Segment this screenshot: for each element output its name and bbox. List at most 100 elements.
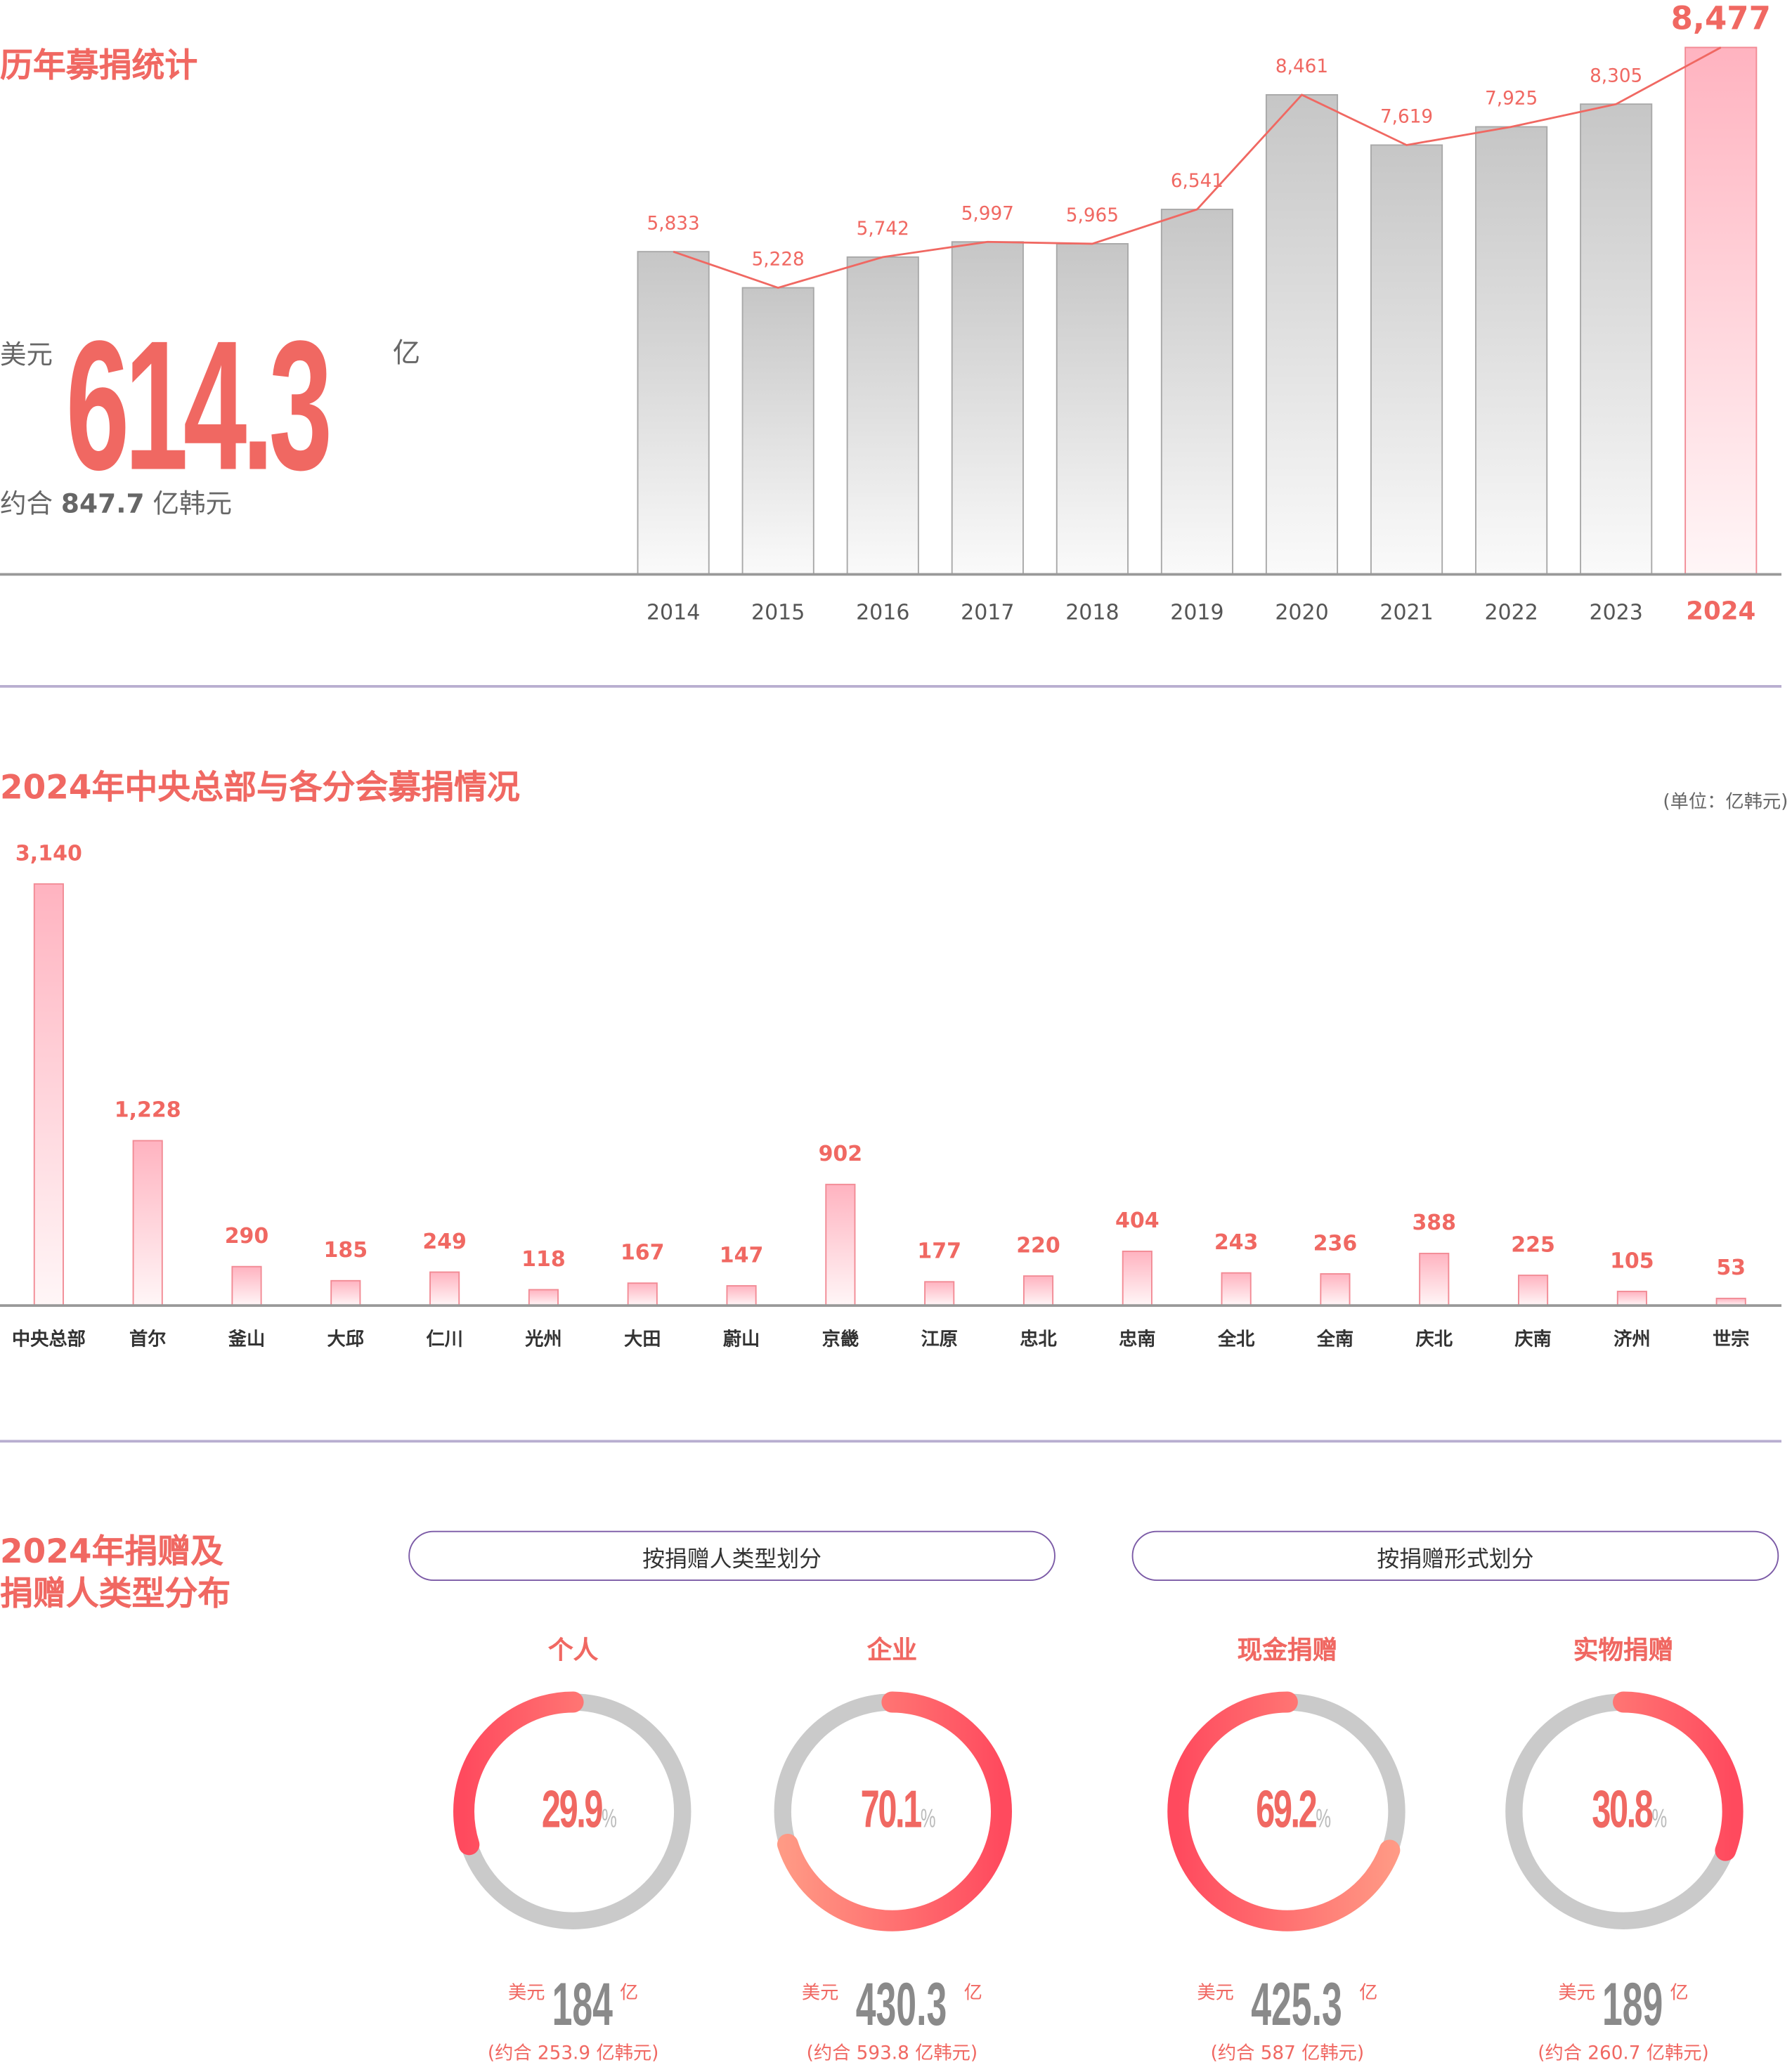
donut-arc xyxy=(1167,1691,1408,1931)
bar-2016 xyxy=(846,256,919,575)
percent-value: 70.1 xyxy=(860,1781,923,1839)
bar-江原 xyxy=(924,1281,955,1307)
bar-2014 xyxy=(637,251,710,575)
branch-label: 庆北 xyxy=(1416,1328,1453,1350)
donut-percent: 70.1% xyxy=(860,1781,936,1840)
data-label: 105 xyxy=(1610,1249,1654,1273)
data-label: 7,925 xyxy=(1485,89,1538,110)
branch-label: 全北 xyxy=(1217,1328,1255,1350)
pill-donor-type: 按捐赠人类型划分 xyxy=(408,1530,1056,1581)
krw-prefix: 约合 xyxy=(0,487,53,519)
bar-庆南 xyxy=(1518,1275,1549,1307)
bar-大邱 xyxy=(330,1279,361,1307)
branch-label: 京畿 xyxy=(822,1328,859,1350)
donut-title: 实物捐赠 xyxy=(1573,1636,1674,1665)
percent-sign: % xyxy=(602,1804,617,1834)
branch-label: 忠南 xyxy=(1119,1329,1156,1350)
year-label: 2024 xyxy=(1686,597,1755,625)
data-label: 236 xyxy=(1313,1231,1358,1256)
amount-unit: 亿 xyxy=(1359,1982,1378,2004)
data-label: 167 xyxy=(621,1240,665,1265)
branch-label: 全南 xyxy=(1316,1328,1354,1350)
branch-label: 首尔 xyxy=(129,1328,167,1350)
pill-donation-form: 按捐赠形式划分 xyxy=(1131,1530,1779,1581)
bar-2017 xyxy=(951,241,1024,575)
percent-value: 29.9 xyxy=(541,1781,604,1839)
year-label: 2022 xyxy=(1484,600,1538,625)
donut-title: 企业 xyxy=(866,1636,918,1665)
section-title-branches: 2024年中央总部与各分会募捐情况 xyxy=(0,768,520,807)
bar-2018 xyxy=(1056,243,1129,575)
donut-krw: (约合 253.9 亿韩元) xyxy=(487,2043,659,2065)
unit-note: (单位：亿韩元) xyxy=(1663,791,1788,813)
donut-chart xyxy=(772,1691,1012,1931)
krw-unit: 亿韩元 xyxy=(152,487,232,519)
section-title-distribution-2: 捐赠人类型分布 xyxy=(0,1574,231,1612)
donut-amount: 美元 430.3 亿 xyxy=(802,1974,982,2034)
donut-arc xyxy=(453,1691,694,1931)
amount-unit: 亿 xyxy=(619,1982,639,2004)
donut-arc xyxy=(1503,1691,1744,1931)
amount-value: 189 xyxy=(1602,1969,1663,2038)
percent-sign: % xyxy=(1651,1804,1667,1834)
data-label: 404 xyxy=(1115,1208,1160,1233)
branch-label: 中央总部 xyxy=(12,1328,86,1350)
branch-label: 仁川 xyxy=(426,1329,463,1350)
year-label: 2020 xyxy=(1275,600,1328,625)
bar-2023 xyxy=(1580,103,1653,575)
bar-首尔 xyxy=(132,1140,163,1307)
bar-仁川 xyxy=(429,1271,460,1307)
amount-value: 430.3 xyxy=(855,1969,947,2038)
donut-percent: 29.9% xyxy=(541,1781,617,1840)
data-label: 8,461 xyxy=(1275,56,1328,77)
year-label: 2023 xyxy=(1590,600,1643,625)
bar-2022 xyxy=(1475,126,1548,575)
total-amount: 614.3 xyxy=(65,301,332,509)
data-label: 7,619 xyxy=(1380,107,1433,128)
branch-label: 世宗 xyxy=(1713,1328,1750,1350)
data-label: 220 xyxy=(1016,1233,1060,1258)
data-label: 5,228 xyxy=(752,249,805,271)
percent-value: 69.2 xyxy=(1256,1781,1318,1839)
data-label: 388 xyxy=(1412,1211,1456,1235)
data-label: 5,965 xyxy=(1066,205,1119,226)
bar-光州 xyxy=(528,1289,559,1307)
section-title-distribution-1: 2024年捐赠及 xyxy=(0,1532,223,1570)
donut-amount: 美元 425.3 亿 xyxy=(1197,1974,1377,2034)
amount-unit: 亿 xyxy=(1670,1982,1689,2004)
data-label: 8,305 xyxy=(1590,65,1642,86)
data-label: 225 xyxy=(1511,1232,1555,1257)
data-label: 8,477 xyxy=(1671,0,1771,37)
donut-chart xyxy=(1503,1691,1744,1931)
branch-label: 釜山 xyxy=(228,1328,266,1350)
data-label: 1,228 xyxy=(115,1098,181,1123)
bar-大田 xyxy=(627,1282,658,1307)
donut-title: 现金捐赠 xyxy=(1237,1636,1338,1665)
data-label: 5,742 xyxy=(857,219,909,240)
bar-2015 xyxy=(741,287,814,575)
data-label: 249 xyxy=(422,1230,467,1254)
amount-currency: 美元 xyxy=(1558,1982,1595,2004)
amount-value: 184 xyxy=(552,1969,613,2038)
branch-label: 大田 xyxy=(624,1329,661,1350)
donut-title: 个人 xyxy=(547,1636,599,1665)
percent-sign: % xyxy=(1316,1804,1331,1834)
bar-2021 xyxy=(1370,144,1443,575)
bar-釜山 xyxy=(231,1265,262,1307)
data-label: 177 xyxy=(917,1239,961,1264)
donut-arc xyxy=(772,1691,1012,1931)
donut-percent: 69.2% xyxy=(1256,1781,1331,1840)
donut-amount: 美元 184 亿 xyxy=(508,1974,638,2034)
year-label: 2014 xyxy=(647,600,700,625)
yearly-donation-chart: 5,833 2014 5,228 2015 5,742 2016 5,997 2017 5,96… xyxy=(0,0,1781,625)
branch-label: 济州 xyxy=(1614,1329,1651,1350)
year-label: 2018 xyxy=(1065,600,1119,625)
divider xyxy=(0,1440,1781,1442)
total-currency: 美元 xyxy=(0,338,53,370)
bar-全南 xyxy=(1320,1273,1351,1307)
year-label: 2021 xyxy=(1379,600,1433,625)
bar-京畿 xyxy=(825,1183,856,1307)
year-label: 2016 xyxy=(856,600,909,625)
branch-label: 江原 xyxy=(921,1329,958,1350)
